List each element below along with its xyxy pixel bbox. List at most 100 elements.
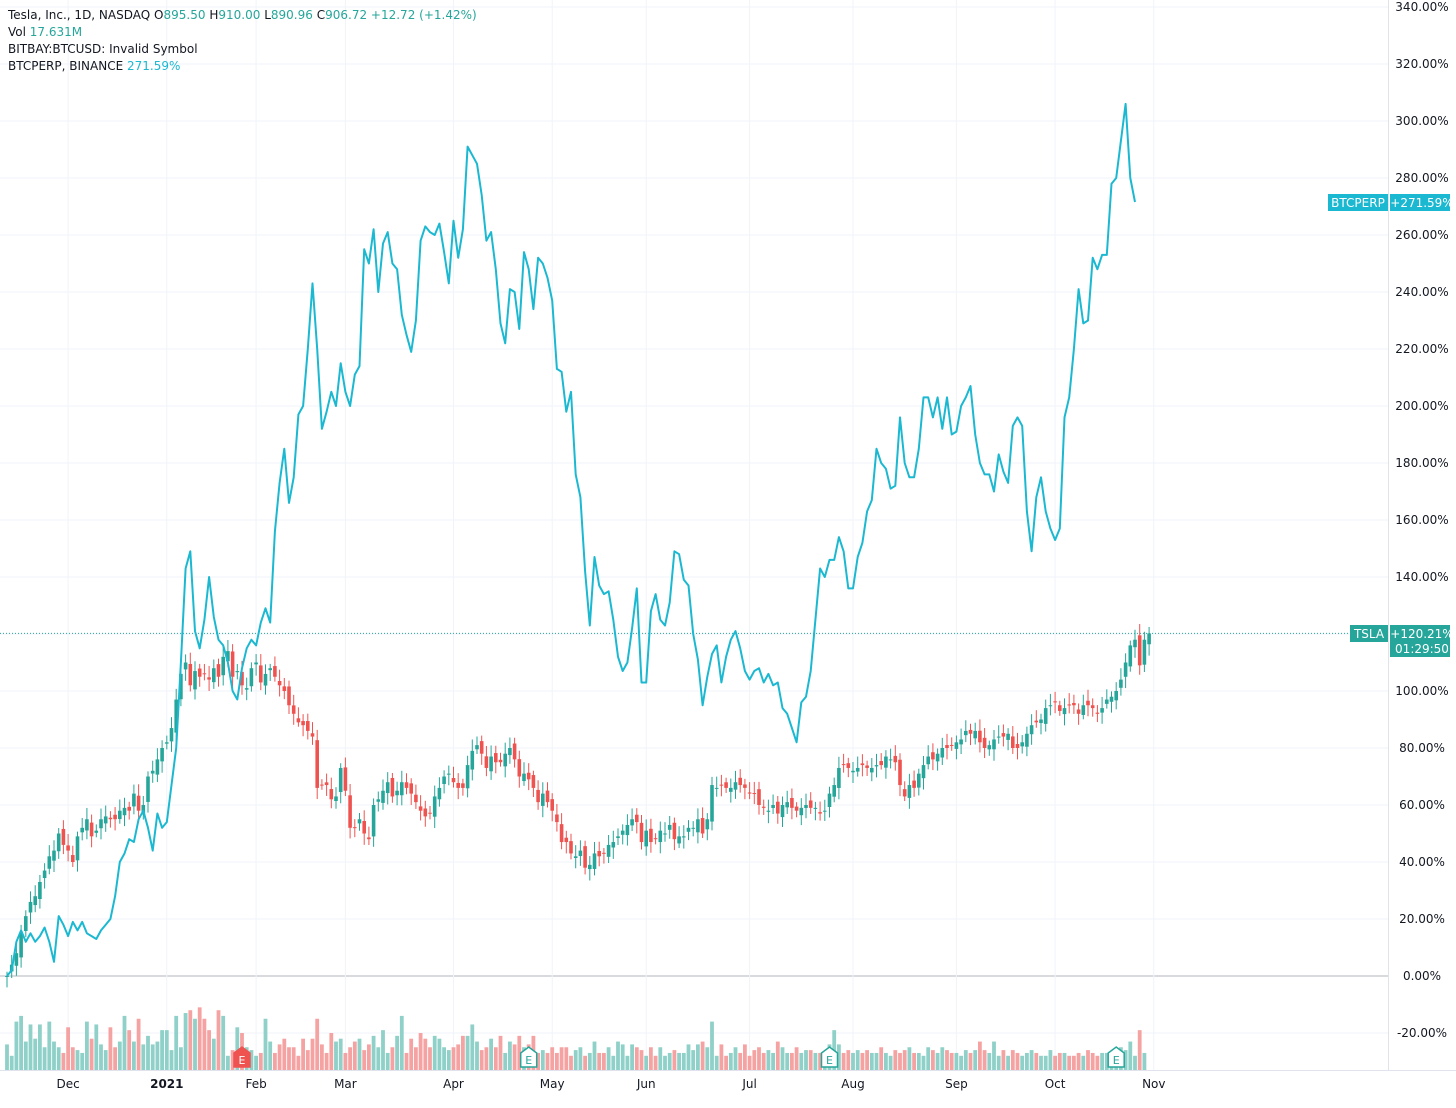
volume-bar (630, 1044, 634, 1070)
candle-body (945, 745, 949, 748)
earnings-marker-label: E (239, 1054, 246, 1067)
candle-body (301, 721, 305, 726)
volume-bar (785, 1052, 790, 1070)
volume-bar (188, 1010, 193, 1070)
low-value: 890.96 (270, 8, 313, 22)
volume-bar (545, 1052, 550, 1070)
tsla-price-tag: TSLA +120.21% 01:29:50 (1350, 625, 1454, 657)
x-tick-label: 2021 (150, 1077, 183, 1091)
volume-bar (1006, 1055, 1010, 1070)
volume-bar (414, 1047, 418, 1070)
btcperp-legend-row[interactable]: BTCPERP, BINANCE 271.59% (8, 58, 477, 75)
candle-body (855, 767, 860, 772)
volume-bar (1128, 1041, 1133, 1070)
candle-body (752, 793, 757, 795)
candle-body (555, 814, 559, 823)
volume-bar (1137, 1030, 1142, 1070)
y-tick-label: 80.00% (1399, 741, 1445, 755)
candle-body (771, 805, 775, 808)
volume-bar (625, 1055, 630, 1070)
candle-body (437, 787, 442, 800)
candle-body (89, 822, 94, 837)
volume-bar (775, 1041, 780, 1070)
candle-body (719, 784, 724, 786)
volume-bar (644, 1055, 649, 1070)
volume-bar (117, 1041, 122, 1070)
candle-body (122, 807, 127, 816)
candle-body (1039, 719, 1043, 724)
volume-bar (968, 1052, 973, 1070)
candle-body (724, 782, 728, 788)
tsla-legend-row[interactable]: Tesla, Inc., 1D, NASDAQ O895.50 H910.00 … (8, 7, 477, 24)
earnings-marker[interactable]: E (233, 1046, 251, 1068)
candle-body (118, 810, 122, 820)
earnings-marker-shape (1107, 1046, 1125, 1068)
btcperp-symbol-title[interactable]: BTCPERP, BINANCE (8, 59, 124, 73)
candle-body (639, 822, 644, 843)
volume-bar (639, 1050, 644, 1070)
price-axis[interactable]: 340.00% 320.00% 300.00% 280.00% 260.00% 240.0… (1388, 0, 1449, 1070)
earnings-marker-label: E (826, 1054, 833, 1067)
volume-bar (733, 1047, 738, 1070)
volume-bar (141, 1044, 146, 1070)
volume-bar (620, 1044, 625, 1070)
invalid-symbol-text: BITBAY:BTCUSD: Invalid Symbol (8, 42, 198, 56)
volume-legend-row[interactable]: Vol 17.631M (8, 24, 477, 41)
candle-body (94, 830, 99, 833)
earnings-marker[interactable]: E (1107, 1046, 1125, 1068)
candle-body (714, 787, 719, 789)
btcperp-series-line (6, 102, 1136, 977)
candle-body (33, 896, 37, 906)
invalid-symbol-row[interactable]: BITBAY:BTCUSD: Invalid Symbol (8, 41, 477, 58)
volume-bar (606, 1047, 611, 1070)
candle-body (902, 789, 907, 797)
candle-body (183, 662, 188, 670)
earnings-marker[interactable]: E (820, 1046, 839, 1068)
volume-bar (634, 1047, 639, 1070)
candle-body (611, 842, 616, 848)
time-axis[interactable]: Dec 2021 Feb Mar Apr May Jun Jul Aug Sep Oct Nov (0, 1070, 1456, 1092)
volume-bar (179, 1047, 183, 1070)
tsla-symbol-title[interactable]: Tesla, Inc., 1D, NASDAQ (8, 8, 151, 22)
volume-bar (385, 1052, 390, 1070)
candle-body (686, 827, 691, 832)
volume-bar (855, 1050, 860, 1070)
volume-bar (66, 1027, 70, 1070)
candle-body (494, 753, 498, 763)
candle-body (968, 729, 973, 734)
volume-bar (230, 1050, 235, 1070)
volume-bar (583, 1055, 587, 1070)
volume-bar (898, 1052, 902, 1070)
candle-body (202, 673, 207, 675)
y-tick-label: 180.00% (1395, 456, 1448, 470)
change-value: +12.72 (+1.42%) (370, 8, 477, 22)
candle-body (85, 819, 89, 831)
candle-body (644, 830, 648, 847)
volume-bar (432, 1035, 437, 1070)
candle-body (1095, 712, 1100, 714)
candle-body (691, 827, 695, 829)
volume-bar (700, 1041, 705, 1070)
candle-body (212, 668, 216, 683)
volume-bar (611, 1055, 616, 1070)
volume-bar (376, 1047, 381, 1070)
volume-bar (738, 1052, 743, 1070)
candle-body (456, 782, 460, 788)
candle-body (978, 730, 982, 743)
earnings-marker[interactable]: E (519, 1046, 538, 1068)
candle-body (75, 836, 80, 861)
volume-bar (320, 1044, 324, 1070)
volume-bar (1001, 1050, 1006, 1070)
candle-body (790, 797, 794, 808)
volume-bar (367, 1044, 371, 1070)
candle-body (1043, 708, 1048, 724)
volume-bar (254, 1055, 258, 1070)
candle-body (56, 833, 61, 852)
candle-body (320, 784, 324, 786)
candle-body (620, 830, 625, 835)
candle-body (306, 721, 310, 731)
candle-body (677, 836, 681, 844)
